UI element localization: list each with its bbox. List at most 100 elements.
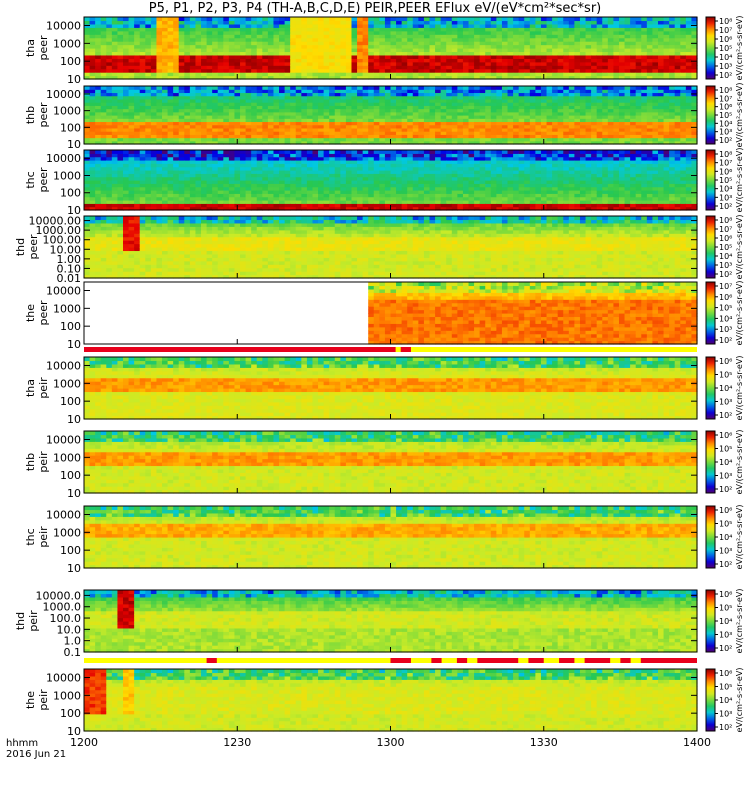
y-tick-label: 1.00 [57,253,82,266]
y-tick-label: 10000.00 [29,215,82,228]
panel-label-species: peir [37,526,50,548]
panel-label-probe: tha [24,39,37,57]
colorbar-tick-label: 10⁵ [719,243,732,252]
panel-label-species: peer [37,167,50,193]
panel-thb-peer: 10 100 1000 10000 thb peer 10²10³10⁴10⁵10⁶10⁷1… [24,83,744,151]
colorbar-tick-label: 10⁷ [719,159,732,168]
colorbar-tick-label: 10⁶ [719,103,732,112]
colorbar [705,505,716,569]
colorbar-tick-label: 10⁴ [719,314,732,323]
colorbar-tick-label: 10⁴ [719,533,732,542]
flag-segment [206,658,217,663]
y-tick-label: 1000.0 [43,601,82,614]
y-tick-label: 1000 [53,105,81,118]
colorbar-tick-label: 10² [719,644,732,653]
y-tick-label: 100 [60,320,81,333]
colorbar-tick-label: 10⁵ [719,604,732,613]
heatmap-cells [84,357,698,420]
colorbar-tick-label: 10⁴ [719,185,732,194]
panel-tha-peir: 10 100 1000 10000 tha peir 10² 10³ 10⁴ 10⁵ 10⁶ eV/(… [24,356,744,426]
colorbar-tick-label: 10⁸ [719,17,732,26]
flag-segment [431,658,442,663]
y-tick-label: 10000 [46,152,81,165]
colorbar-tick-label: 10² [719,202,732,211]
panel-thc-peer: 10 100 1000 10000 thc peer 10²10³10⁴10⁵10⁶10⁷1… [24,148,744,217]
colorbar-tick-label: 10³ [719,472,732,481]
colorbar-tick-label: 10⁴ [719,119,732,128]
colorbar-tick-label: 10⁵ [719,176,732,185]
y-tick-label: 100 [60,121,81,134]
heatmap-cells [84,431,698,494]
panel-label-probe: thd [14,612,27,630]
panel-label-probe: the [24,691,37,709]
y-tick-label: 10000 [46,20,81,33]
flag-segment [477,658,519,663]
colorbar-tick-label: 10⁴ [719,53,732,62]
colorbar-tick-label: 10⁶ [719,167,732,176]
colorbar-tick-label: 10⁴ [719,384,732,393]
colorbar-tick-label: 10⁵ [719,445,732,454]
y-tick-label: 1.0 [64,635,82,648]
y-tick-label: 100 [60,187,81,200]
y-tick-label: 10000 [46,672,81,685]
colorbar-tick-label: 10⁶ [719,669,732,678]
colorbar-tick-label: 10⁶ [719,506,732,515]
colorbar-tick-label: 10³ [719,193,732,202]
flag-bar-1 [84,658,697,663]
colorbar [705,281,716,345]
colorbar-tick-label: 10² [719,723,732,732]
colorbar-tick-label: 10³ [719,62,732,71]
colorbar [705,356,716,420]
colorbar-tick-label: 10⁵ [719,111,732,120]
y-tick-label: 10000 [46,285,81,298]
y-tick-label: 1000 [53,689,81,702]
colorbar [705,430,716,494]
flag-segment [559,658,575,663]
flag-segment [84,347,396,352]
y-tick-label: 100 [60,707,81,720]
colorbar-tick-label: 10² [719,485,732,494]
colorbar-tick-label: 10³ [719,547,732,556]
colorbar-unit-label: eV/(cm²-s-sr-eV) [735,83,744,148]
colorbar-tick-label: 10⁸ [719,86,732,95]
heatmap-cells [84,590,698,653]
y-tick-label: 10 [67,73,81,86]
flag-bar-0 [84,347,697,352]
y-tick-label: 10 [67,725,81,738]
heatmap-cells [84,216,698,279]
flag-segment [640,658,697,663]
colorbar-tick-label: 10³ [719,261,732,270]
colorbar-unit-label: eV/(cm²-s-sr-eV) [735,16,744,81]
panel-thc-peir: 10 100 1000 10000 thc peir 10² 10³ 10⁴ 10⁵ 10⁶ eV/(… [24,505,744,575]
colorbar-tick-label: 10⁴ [719,252,732,261]
panel-label-species: peer [27,234,40,260]
y-tick-label: 10000 [46,509,81,522]
y-tick-label: 10000.0 [36,589,82,602]
y-tick-label: 10000 [46,88,81,101]
colorbar-tick-label: 10² [719,560,732,569]
heatmap-cells [84,506,698,569]
heatmap-cells [84,86,698,145]
colorbar-tick-label: 10⁷ [719,282,732,291]
x-tick-label: 1300 [377,736,405,749]
colorbar [705,149,716,211]
colorbar-unit-label: eV/(cm²-s-sr-eV) [735,215,744,280]
colorbar-tick-label: 10⁵ [719,371,732,380]
colorbar-tick-label: 10³ [719,710,732,719]
panel-the-peir: 10 100 1000 10000 the peir 10² 10³ 10⁴ 10⁵ 10⁶ eV/(… [24,668,744,738]
heatmap-cells [84,17,698,80]
y-tick-label: 1000 [53,302,81,315]
colorbar [705,589,716,653]
x-tick-label: 1200 [70,736,98,749]
colorbar-tick-label: 10² [719,270,732,279]
colorbar-tick-label: 10² [719,136,732,145]
colorbar-tick-label: 10⁶ [719,293,732,302]
colorbar [705,215,716,279]
panel-label-probe: thc [24,528,37,545]
colorbar-tick-label: 10⁸ [719,150,732,159]
colorbar-tick-label: 10⁶ [719,590,732,599]
colorbar-tick-label: 10⁶ [719,234,732,243]
